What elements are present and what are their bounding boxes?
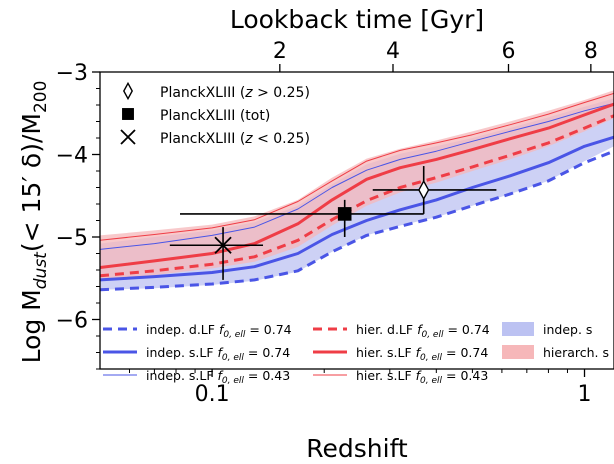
legend-band-label-0: indep. s [543, 322, 592, 337]
legend-points: PlanckXLIII (z > 0.25) PlanckXLIII (tot) P… [120, 81, 310, 147]
axes: −6 −5 −4 −3 0.1 1 2 4 6 8 [56, 39, 598, 407]
top-tick-label-2: 6 [501, 39, 515, 64]
series-line-1 [100, 135, 614, 282]
series-line-2 [100, 102, 614, 250]
series-line-5 [100, 92, 614, 241]
data-points [169, 166, 497, 280]
data-point-2 [214, 236, 232, 254]
y-tick-label-2: −4 [56, 144, 88, 169]
legend-line-label-4: hier. s.LF f0, ell = 0.74 [356, 345, 488, 363]
legend-lines: indep. d.LF f0, ell = 0.74 indep. s.LF f0… [103, 322, 609, 386]
series-line-0 [100, 149, 614, 292]
series-line-3 [100, 114, 614, 278]
legend-line-label-0: indep. d.LF f0, ell = 0.74 [146, 322, 292, 340]
legend-band-label-1: hierarch. s [543, 345, 609, 360]
data-point-0 [418, 179, 430, 201]
y-tick-label-3: −3 [56, 61, 88, 86]
legend-marker-0 [123, 81, 133, 101]
y-axis-label: Log Mdust(< 15′ δ)/M200 [17, 81, 51, 364]
legend-marker-2 [120, 129, 136, 145]
legend-band-swatch-1 [502, 345, 534, 359]
legend-line-label-1: indep. s.LF f0, ell = 0.74 [146, 345, 290, 363]
data-point-1 [337, 207, 352, 221]
legend-band-swatch-0 [502, 322, 534, 336]
series-lines [100, 92, 614, 292]
top-tick-label-1: 4 [386, 39, 400, 64]
y-tick-label-1: −5 [56, 226, 88, 251]
top-tick-label-3: 8 [584, 39, 598, 64]
legend-label-0: PlanckXLIII (z > 0.25) [160, 85, 310, 101]
x-tick-label-1: 1 [578, 382, 592, 407]
legend-label-2: PlanckXLIII (z < 0.25) [160, 131, 310, 147]
legend-line-label-3: hier. d.LF f0, ell = 0.74 [356, 322, 490, 340]
x-axis-label: Redshift [306, 434, 408, 463]
top-axis-label: Lookback time [Gyr] [230, 5, 484, 34]
y-tick-label-0: −6 [56, 309, 88, 334]
legend-label-1: PlanckXLIII (tot) [160, 108, 270, 124]
top-tick-label-0: 2 [273, 39, 287, 64]
x-tick-label-0: 0.1 [195, 382, 230, 407]
legend-line-label-2: indep. s.LF f0, ell = 0.43 [146, 368, 290, 386]
series-line-4 [100, 102, 614, 269]
legend-marker-1 [122, 108, 134, 120]
legend-line-label-5: hier. s.LF f0, ell = 0.43 [356, 368, 488, 386]
